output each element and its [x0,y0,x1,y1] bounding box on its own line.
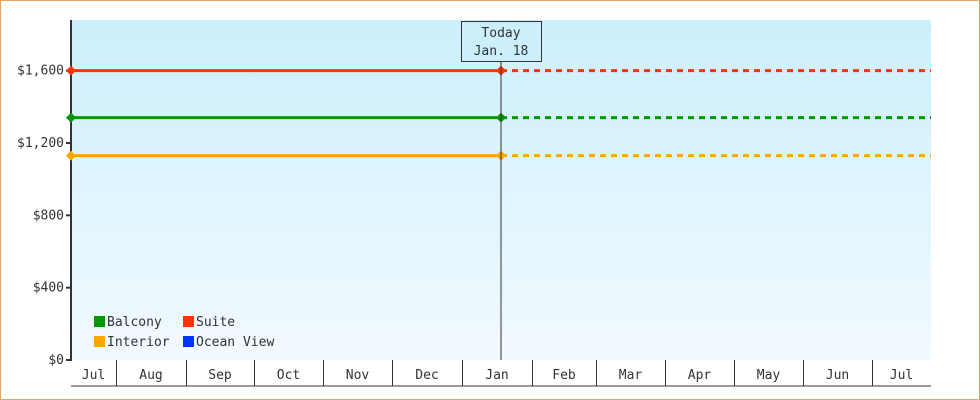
y-tick-label: $1,600 [17,64,64,79]
today-title: Today [481,26,520,41]
y-tick-label: $800 [33,208,64,223]
month-label: Jul [890,368,913,383]
month-label: Nov [346,368,370,383]
month-label: Jun [826,368,849,383]
month-label: Mar [619,368,643,383]
month-label: May [757,368,781,383]
today-date: Jan. 18 [474,44,529,59]
month-label: Dec [415,368,438,383]
data-point [66,112,76,123]
y-tick-label: $0 [48,353,64,368]
today-box [461,21,542,62]
data-point [66,65,76,76]
legend-label: Balcony [107,315,162,330]
legend-swatch [183,336,194,347]
legend-swatch [94,316,105,327]
y-tick-label: $400 [33,281,64,296]
month-label: Jul [82,368,105,383]
month-label: Sep [208,368,232,383]
legend-swatch [183,316,194,327]
month-label: Jan [485,368,508,383]
legend-swatch [94,336,105,347]
month-label: Oct [277,368,300,383]
legend-label: Interior [107,335,170,350]
data-point [66,150,76,161]
month-label: Apr [688,368,712,383]
legend-label: Ocean View [196,335,274,350]
month-label: Aug [139,368,162,383]
y-tick-label: $1,200 [17,136,64,151]
legend-label: Suite [196,315,235,330]
month-label: Feb [552,368,576,383]
